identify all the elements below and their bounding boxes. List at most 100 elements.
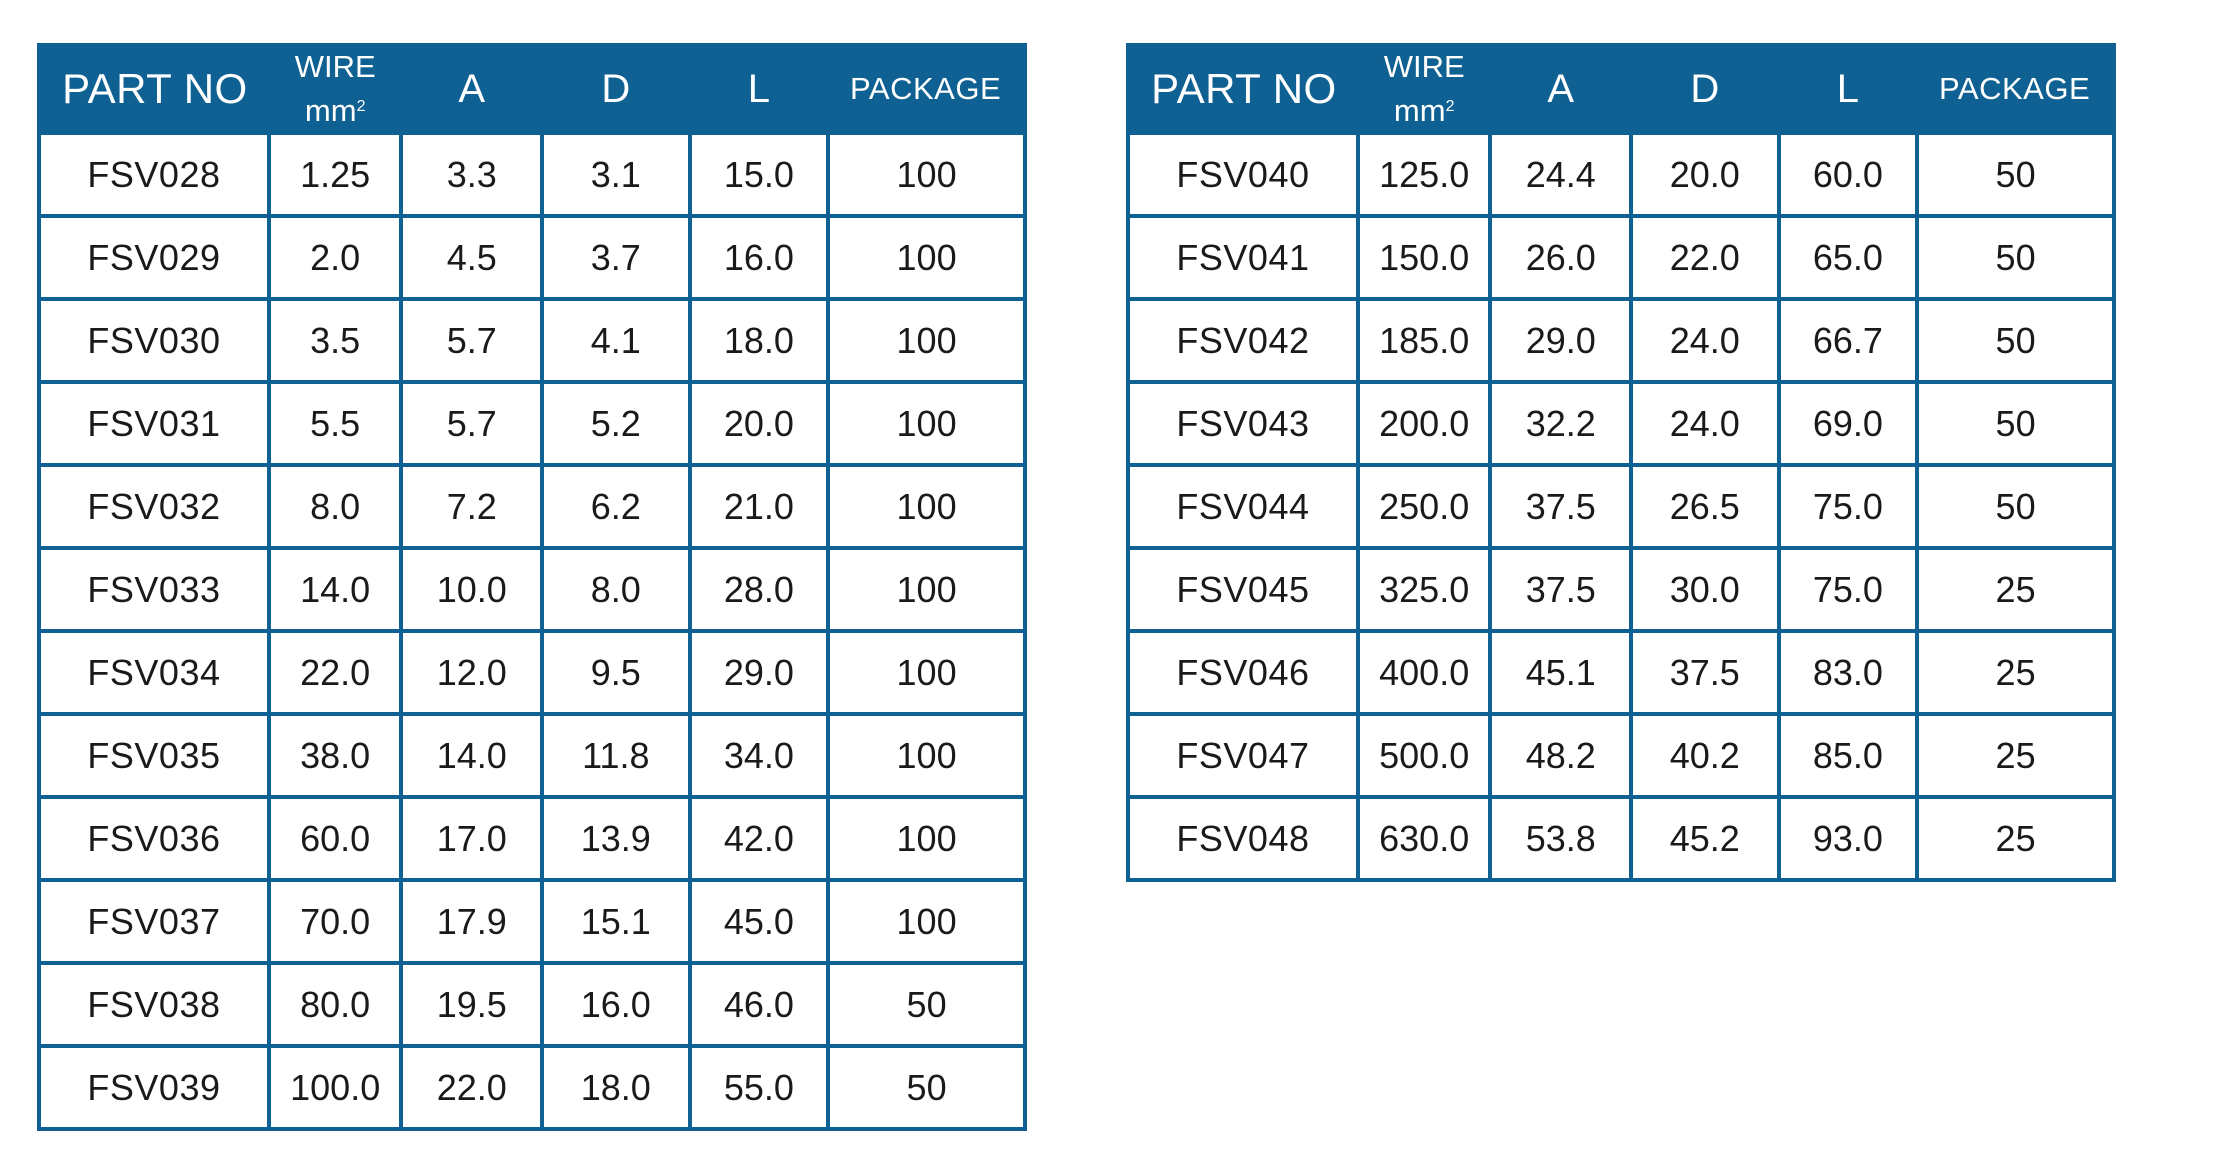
cell-wire: 80.0	[266, 961, 404, 1048]
cell-l: 66.7	[1776, 297, 1920, 384]
cell-a: 24.4	[1488, 131, 1634, 218]
cell-a: 17.9	[399, 878, 545, 965]
cell-wire: 200.0	[1355, 380, 1493, 467]
cell-package: 50	[826, 961, 1027, 1048]
cell-part-no: FSV028	[37, 131, 271, 218]
cell-part-no: FSV048	[1126, 795, 1360, 882]
header-wire-label: WIRE	[294, 49, 376, 84]
cell-d: 20.0	[1629, 131, 1781, 218]
cell-package: 50	[826, 1044, 1027, 1131]
header-d: D	[542, 45, 690, 133]
cell-package: 25	[1915, 795, 2116, 882]
cell-wire: 5.5	[266, 380, 404, 467]
cell-a: 17.0	[399, 795, 545, 882]
cell-l: 55.0	[687, 1044, 831, 1131]
cell-d: 4.1	[540, 297, 692, 384]
cell-a: 45.1	[1488, 629, 1634, 716]
cell-wire: 250.0	[1355, 463, 1493, 550]
cell-wire: 70.0	[266, 878, 404, 965]
cell-package: 100	[826, 546, 1027, 633]
cell-a: 4.5	[399, 214, 545, 301]
cell-l: 28.0	[687, 546, 831, 633]
cell-part-no: FSV047	[1126, 712, 1360, 799]
cell-package: 100	[826, 380, 1027, 467]
cell-a: 10.0	[399, 546, 545, 633]
cell-l: 65.0	[1776, 214, 1920, 301]
cell-part-no: FSV032	[37, 463, 271, 550]
cell-wire: 100.0	[266, 1044, 404, 1131]
header-a: A	[1490, 45, 1632, 133]
cell-package: 100	[826, 214, 1027, 301]
cell-package: 100	[826, 131, 1027, 218]
table-body: FSV040 125.0 24.4 20.0 60.0 50 FSV041 150.0 26.0…	[1126, 131, 2116, 882]
cell-l: 18.0	[687, 297, 831, 384]
header-part-no: PART NO	[1128, 45, 1358, 133]
cell-wire: 185.0	[1355, 297, 1493, 384]
cell-a: 37.5	[1488, 546, 1634, 633]
spec-table-left: PART NO WIRE mm2 A D L PACKAGE FSV028 1.2…	[37, 43, 1027, 1131]
cell-a: 32.2	[1488, 380, 1634, 467]
table-row: FSV048 630.0 53.8 45.2 93.0 25	[1126, 795, 2116, 882]
cell-part-no: FSV040	[1126, 131, 1360, 218]
cell-wire: 3.5	[266, 297, 404, 384]
header-part-no: PART NO	[39, 45, 269, 133]
header-d: D	[1631, 45, 1779, 133]
cell-wire: 630.0	[1355, 795, 1493, 882]
cell-package: 50	[1915, 380, 2116, 467]
table-row: FSV044 250.0 37.5 26.5 75.0 50	[1126, 463, 2116, 550]
cell-part-no: FSV029	[37, 214, 271, 301]
cell-l: 45.0	[687, 878, 831, 965]
cell-d: 18.0	[540, 1044, 692, 1131]
header-package: PACKAGE	[828, 45, 1025, 133]
cell-l: 34.0	[687, 712, 831, 799]
cell-l: 69.0	[1776, 380, 1920, 467]
cell-a: 5.7	[399, 380, 545, 467]
table-row: FSV033 14.0 10.0 8.0 28.0 100	[37, 546, 1027, 633]
cell-l: 21.0	[687, 463, 831, 550]
cell-l: 75.0	[1776, 546, 1920, 633]
cell-a: 14.0	[399, 712, 545, 799]
cell-part-no: FSV046	[1126, 629, 1360, 716]
cell-wire: 400.0	[1355, 629, 1493, 716]
cell-package: 50	[1915, 214, 2116, 301]
cell-package: 50	[1915, 131, 2116, 218]
cell-l: 93.0	[1776, 795, 1920, 882]
cell-d: 40.2	[1629, 712, 1781, 799]
table-row: FSV039 100.0 22.0 18.0 55.0 50	[37, 1044, 1027, 1131]
cell-wire: 2.0	[266, 214, 404, 301]
header-wire-label: WIRE	[1383, 49, 1465, 84]
cell-a: 12.0	[399, 629, 545, 716]
cell-l: 46.0	[687, 961, 831, 1048]
cell-d: 13.9	[540, 795, 692, 882]
cell-l: 15.0	[687, 131, 831, 218]
cell-d: 26.5	[1629, 463, 1781, 550]
cell-part-no: FSV034	[37, 629, 271, 716]
cell-d: 5.2	[540, 380, 692, 467]
cell-part-no: FSV039	[37, 1044, 271, 1131]
cell-a: 29.0	[1488, 297, 1634, 384]
cell-d: 24.0	[1629, 380, 1781, 467]
cell-a: 37.5	[1488, 463, 1634, 550]
header-row: PART NO WIRE mm2 A D L PACKAGE	[39, 45, 1025, 133]
table-row: FSV046 400.0 45.1 37.5 83.0 25	[1126, 629, 2116, 716]
cell-d: 9.5	[540, 629, 692, 716]
cell-wire: 38.0	[266, 712, 404, 799]
table-row: FSV031 5.5 5.7 5.2 20.0 100	[37, 380, 1027, 467]
cell-a: 7.2	[399, 463, 545, 550]
cell-package: 100	[826, 629, 1027, 716]
cell-a: 26.0	[1488, 214, 1634, 301]
cell-l: 20.0	[687, 380, 831, 467]
cell-d: 15.1	[540, 878, 692, 965]
table-row: FSV047 500.0 48.2 40.2 85.0 25	[1126, 712, 2116, 799]
cell-part-no: FSV044	[1126, 463, 1360, 550]
cell-package: 100	[826, 297, 1027, 384]
cell-d: 45.2	[1629, 795, 1781, 882]
cell-package: 50	[1915, 463, 2116, 550]
cell-l: 42.0	[687, 795, 831, 882]
cell-part-no: FSV035	[37, 712, 271, 799]
cell-part-no: FSV036	[37, 795, 271, 882]
cell-wire: 325.0	[1355, 546, 1493, 633]
cell-d: 11.8	[540, 712, 692, 799]
cell-part-no: FSV045	[1126, 546, 1360, 633]
cell-d: 3.1	[540, 131, 692, 218]
